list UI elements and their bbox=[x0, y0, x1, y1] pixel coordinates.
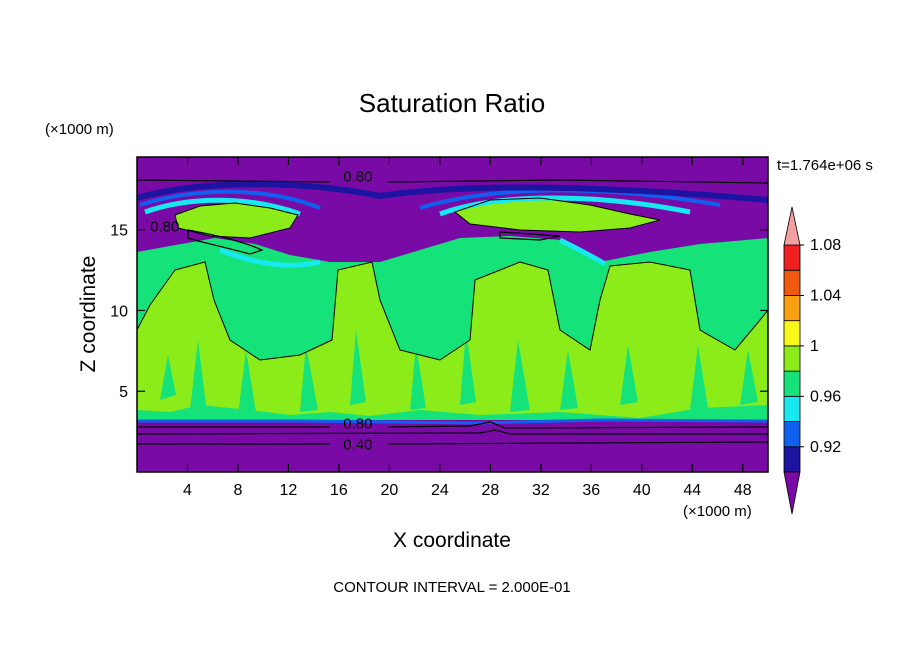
contour-line-060-low bbox=[137, 429, 768, 435]
y-tick-label: 10 bbox=[110, 303, 128, 320]
region-cyan-edge bbox=[144, 195, 691, 268]
colorbar-segment bbox=[783, 244, 801, 271]
x-tick-label: 24 bbox=[431, 482, 449, 499]
colorbar-tick-label: 0.92 bbox=[810, 439, 841, 456]
colorbar-tick-label: 1 bbox=[810, 338, 819, 355]
x-unit-label: (×1000 m) bbox=[683, 503, 752, 520]
region-lower-dry bbox=[137, 420, 768, 472]
chart-title: Saturation Ratio bbox=[359, 88, 545, 118]
y-tick-label: 15 bbox=[110, 223, 128, 240]
colorbar-tick-label: 0.96 bbox=[810, 388, 841, 405]
x-tick-label: 40 bbox=[633, 482, 651, 499]
colorbar-segment bbox=[783, 345, 801, 372]
region-green-streaks bbox=[160, 330, 758, 415]
contour-label: 0.40 bbox=[343, 437, 372, 454]
contour-interval-footer: CONTOUR INTERVAL = 2.000E-01 bbox=[333, 579, 570, 596]
contour-label: 0.80 bbox=[343, 416, 372, 433]
contour-line-080-top bbox=[137, 179, 768, 184]
colorbar-segment bbox=[783, 370, 801, 397]
contour-field bbox=[137, 157, 768, 472]
x-tick-label: 20 bbox=[381, 482, 399, 499]
y-axis-label: Z coordinate bbox=[77, 256, 100, 373]
colorbar-upper-extension bbox=[783, 206, 801, 246]
contour-label: 0.80 bbox=[150, 218, 179, 235]
x-tick-label: 12 bbox=[280, 482, 298, 499]
colorbar-lower-extension bbox=[783, 471, 801, 515]
x-tick-label: 48 bbox=[734, 482, 752, 499]
colorbar-segment bbox=[783, 269, 801, 296]
colorbar-segment bbox=[783, 295, 801, 322]
x-tick-label: 32 bbox=[532, 482, 550, 499]
contour-label: 0.80 bbox=[343, 168, 372, 185]
time-label: t=1.764e+06 s bbox=[777, 157, 873, 174]
contour-line-080-mid bbox=[187, 229, 561, 255]
x-tick-label: 36 bbox=[582, 482, 600, 499]
y-unit-label: (×1000 m) bbox=[45, 121, 114, 138]
colorbar-segment bbox=[783, 320, 801, 347]
colorbar-segment bbox=[783, 446, 801, 473]
region-upper-cloud-left bbox=[175, 203, 298, 238]
colorbar-segment bbox=[783, 395, 801, 422]
colorbar-tick-label: 1.04 bbox=[810, 287, 841, 304]
plot-frame bbox=[136, 156, 769, 473]
region-navy-band bbox=[137, 181, 768, 203]
contour-line-040-low bbox=[137, 441, 768, 445]
region-upper-cloud-right bbox=[455, 198, 660, 232]
contour-outline-cloud bbox=[174, 197, 661, 239]
colorbar: 0.92 0.96 1 1.04 1.08 bbox=[783, 206, 841, 515]
y-tick-label: 5 bbox=[119, 384, 128, 401]
colorbar-tick-label: 1.08 bbox=[810, 237, 841, 254]
region-lower-edge bbox=[137, 418, 768, 425]
region-lime bbox=[137, 262, 768, 418]
contour-outline-humid bbox=[137, 261, 768, 361]
x-tick-label: 4 bbox=[183, 482, 192, 499]
contour-line-080-low bbox=[137, 421, 768, 429]
x-tick-label: 8 bbox=[234, 482, 243, 499]
x-tick-label: 44 bbox=[683, 482, 701, 499]
x-axis-label: X coordinate bbox=[393, 529, 511, 552]
x-tick-label: 28 bbox=[481, 482, 499, 499]
contour-labels: 0.80 0.80 0.80 0.40 bbox=[150, 168, 372, 453]
x-tick-label: 16 bbox=[330, 482, 348, 499]
colorbar-segment bbox=[783, 421, 801, 448]
